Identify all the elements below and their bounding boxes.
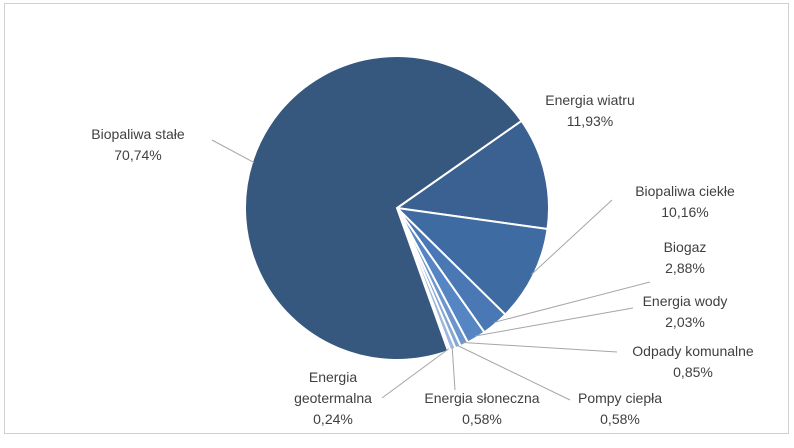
value-label: 0,58% <box>600 411 640 427</box>
value-label: 70,74% <box>114 147 162 163</box>
value-label: 10,16% <box>661 204 709 220</box>
category-name: Odpady komunalne <box>632 343 754 359</box>
category-name: Energia wiatru <box>545 92 635 108</box>
leader-line <box>493 281 651 323</box>
leader-line <box>463 342 618 353</box>
value-label: 11,93% <box>566 113 614 129</box>
data-label: Energia wiatru 11,93% <box>545 90 635 132</box>
data-label: Energia słoneczna 0,58% <box>424 388 539 430</box>
pie-slice <box>394 119 550 231</box>
leader-line <box>211 139 255 163</box>
value-label: 0,85% <box>673 364 713 380</box>
leader-line <box>531 199 613 275</box>
data-label: Pompy ciepła 0,58% <box>578 388 662 430</box>
value-label: 2,88% <box>665 260 705 276</box>
category-name: Pompy ciepła <box>577 390 663 406</box>
category-name: Biogaz <box>663 239 707 255</box>
data-label: Biogaz 2,88% <box>664 237 707 279</box>
data-label: Biopaliwa stałe 70,74% <box>91 124 184 166</box>
value-label: 0,58% <box>462 411 502 427</box>
category-name: Biopaliwa stałe <box>91 126 185 142</box>
category-name: Energia wody <box>642 293 728 309</box>
leader-line <box>457 344 571 401</box>
leader-line <box>475 307 634 337</box>
value-label: 2,03% <box>665 314 705 330</box>
data-label: Energia geotermalna 0,24% <box>283 367 383 430</box>
data-label: Energia wody 2,03% <box>643 291 728 333</box>
data-label: Odpady komunalne 0,85% <box>632 341 753 383</box>
category-name: Biopaliwa ciekłe <box>635 183 735 199</box>
category-name: Energia słoneczna <box>424 390 540 406</box>
pie-slice <box>394 206 549 317</box>
data-label: Biopaliwa ciekłe 10,16% <box>635 181 735 223</box>
leader-line <box>381 348 449 399</box>
value-label: 0,24% <box>313 411 353 427</box>
leader-line <box>451 347 456 391</box>
category-name: Energia geotermalna <box>294 369 372 406</box>
